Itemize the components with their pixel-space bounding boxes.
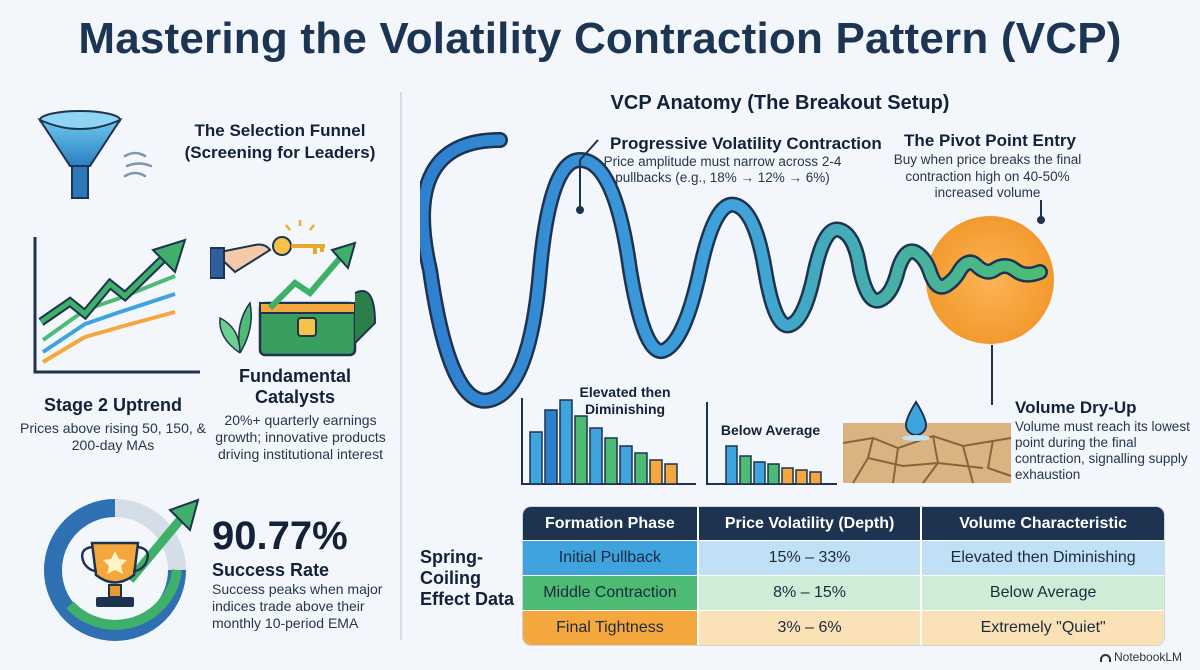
vcp-spring-illustration (420, 132, 1054, 409)
success-rate-label: Success Rate (212, 560, 330, 580)
volume-dryup-description: Volume must reach its lowest point durin… (1015, 419, 1190, 482)
water-drop-cracked-earth-icon (843, 400, 1012, 484)
table-cell: 8% – 15% (696, 575, 921, 610)
table-cell: 3% – 6% (696, 610, 921, 645)
table-header-row: Formation Phase Price Volatility (Depth)… (523, 507, 1164, 540)
below-average-label: Below Average (720, 422, 821, 438)
catalysts-description: 20%+ quarterly earnings growth; innovati… (215, 412, 386, 462)
section-divider (400, 92, 402, 640)
header-volume-characteristic: Volume Characteristic (920, 507, 1164, 540)
funnel-title: The Selection Funnel (Screening for Lead… (184, 121, 376, 162)
uptrend-description: Prices above rising 50, 150, & 200-day M… (20, 420, 206, 453)
table-cell: Final Tightness (523, 610, 697, 645)
elevated-volume-bars (521, 398, 696, 485)
elevated-volume-label: Elevated then Diminishing (579, 384, 671, 417)
progressive-contraction-title: Progressive Volatility Contraction (610, 134, 882, 153)
uptrend-title: Stage 2 Uptrend (43, 395, 183, 415)
uptrend-chart-icon (33, 237, 200, 374)
table-cell: Initial Pullback (523, 540, 697, 575)
header-formation-phase: Formation Phase (523, 507, 697, 540)
brand-label: NotebookLM (1100, 650, 1200, 664)
table-row: Middle Contraction 8% – 15% Below Averag… (523, 575, 1164, 610)
table-cell: 15% – 33% (696, 540, 921, 575)
catalysts-title: Fundamental Catalysts (238, 366, 351, 407)
pivot-point-title: The Pivot Point Entry (904, 131, 1076, 150)
anatomy-title: VCP Anatomy (The Breakout Setup) (610, 92, 950, 114)
trophy-icon (44, 498, 200, 641)
page-title: Mastering the Volatility Contraction Pat… (78, 14, 1122, 63)
progressive-contraction-description: Price amplitude must narrow across 2-4 p… (603, 154, 842, 185)
success-rate-description: Success peaks when major indices trade a… (212, 581, 383, 631)
table-cell: Below Average (920, 575, 1164, 610)
table-row: Initial Pullback 15% – 33% Elevated then… (523, 540, 1164, 575)
funnel-icon (37, 110, 153, 199)
table-row: Final Tightness 3% – 6% Extremely "Quiet… (523, 610, 1164, 645)
pivot-point-description: Buy when price breaks the final contract… (893, 152, 1082, 200)
phase-table: Formation Phase Price Volatility (Depth)… (523, 507, 1164, 645)
table-cell: Extremely "Quiet" (920, 610, 1164, 645)
brand-logo-icon (1100, 653, 1111, 662)
below-average-volume-bars (706, 402, 837, 485)
header-price-volatility: Price Volatility (Depth) (696, 507, 921, 540)
spring-coiling-label: Spring-Coiling Effect Data (420, 547, 515, 609)
brand-name: NotebookLM (1114, 650, 1183, 664)
success-rate-value: 90.77% (212, 514, 348, 558)
volume-dryup-title: Volume Dry-Up (1015, 398, 1137, 417)
table-cell: Middle Contraction (523, 575, 697, 610)
table-cell: Elevated then Diminishing (920, 540, 1164, 575)
key-treasure-chest-icon (210, 220, 377, 357)
